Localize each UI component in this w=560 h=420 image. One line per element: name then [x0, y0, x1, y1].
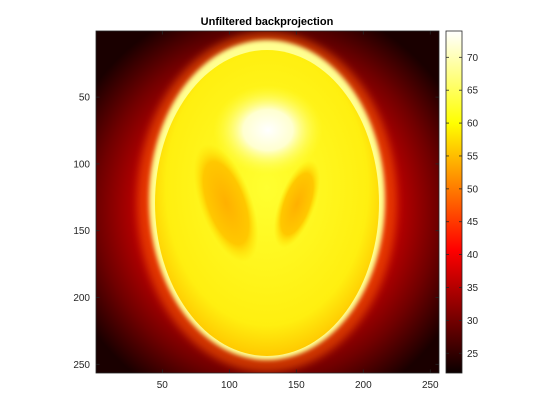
x-tick-label: 50: [157, 380, 169, 391]
y-tick-label: 50: [79, 93, 91, 104]
colorbar-tick-label: 40: [467, 250, 479, 261]
y-tick-label: 200: [73, 293, 90, 304]
x-tick-label: 100: [221, 380, 238, 391]
colorbar: [446, 31, 462, 373]
colorbar-tick-label: 30: [467, 316, 479, 327]
colorbar-tick-label: 35: [467, 283, 479, 294]
y-tick-label: 250: [73, 360, 90, 371]
colorbar-tick-label: 70: [467, 53, 479, 64]
colorbar-tick-label: 55: [467, 151, 479, 162]
colorbar-tick-label: 25: [467, 349, 479, 360]
x-tick-label: 250: [422, 380, 439, 391]
y-tick-label: 150: [73, 226, 90, 237]
colorbar-tick-label: 50: [467, 184, 479, 195]
colorbar-tick-label: 60: [467, 119, 479, 130]
colorbar-tick-label: 65: [467, 86, 479, 97]
image-plot: [96, 31, 439, 373]
chart-title: Unfiltered backprojection: [201, 16, 334, 28]
x-tick-label: 150: [288, 380, 305, 391]
x-tick-label: 200: [355, 380, 372, 391]
colorbar-tick-label: 45: [467, 217, 479, 228]
y-tick-label: 100: [73, 159, 90, 170]
